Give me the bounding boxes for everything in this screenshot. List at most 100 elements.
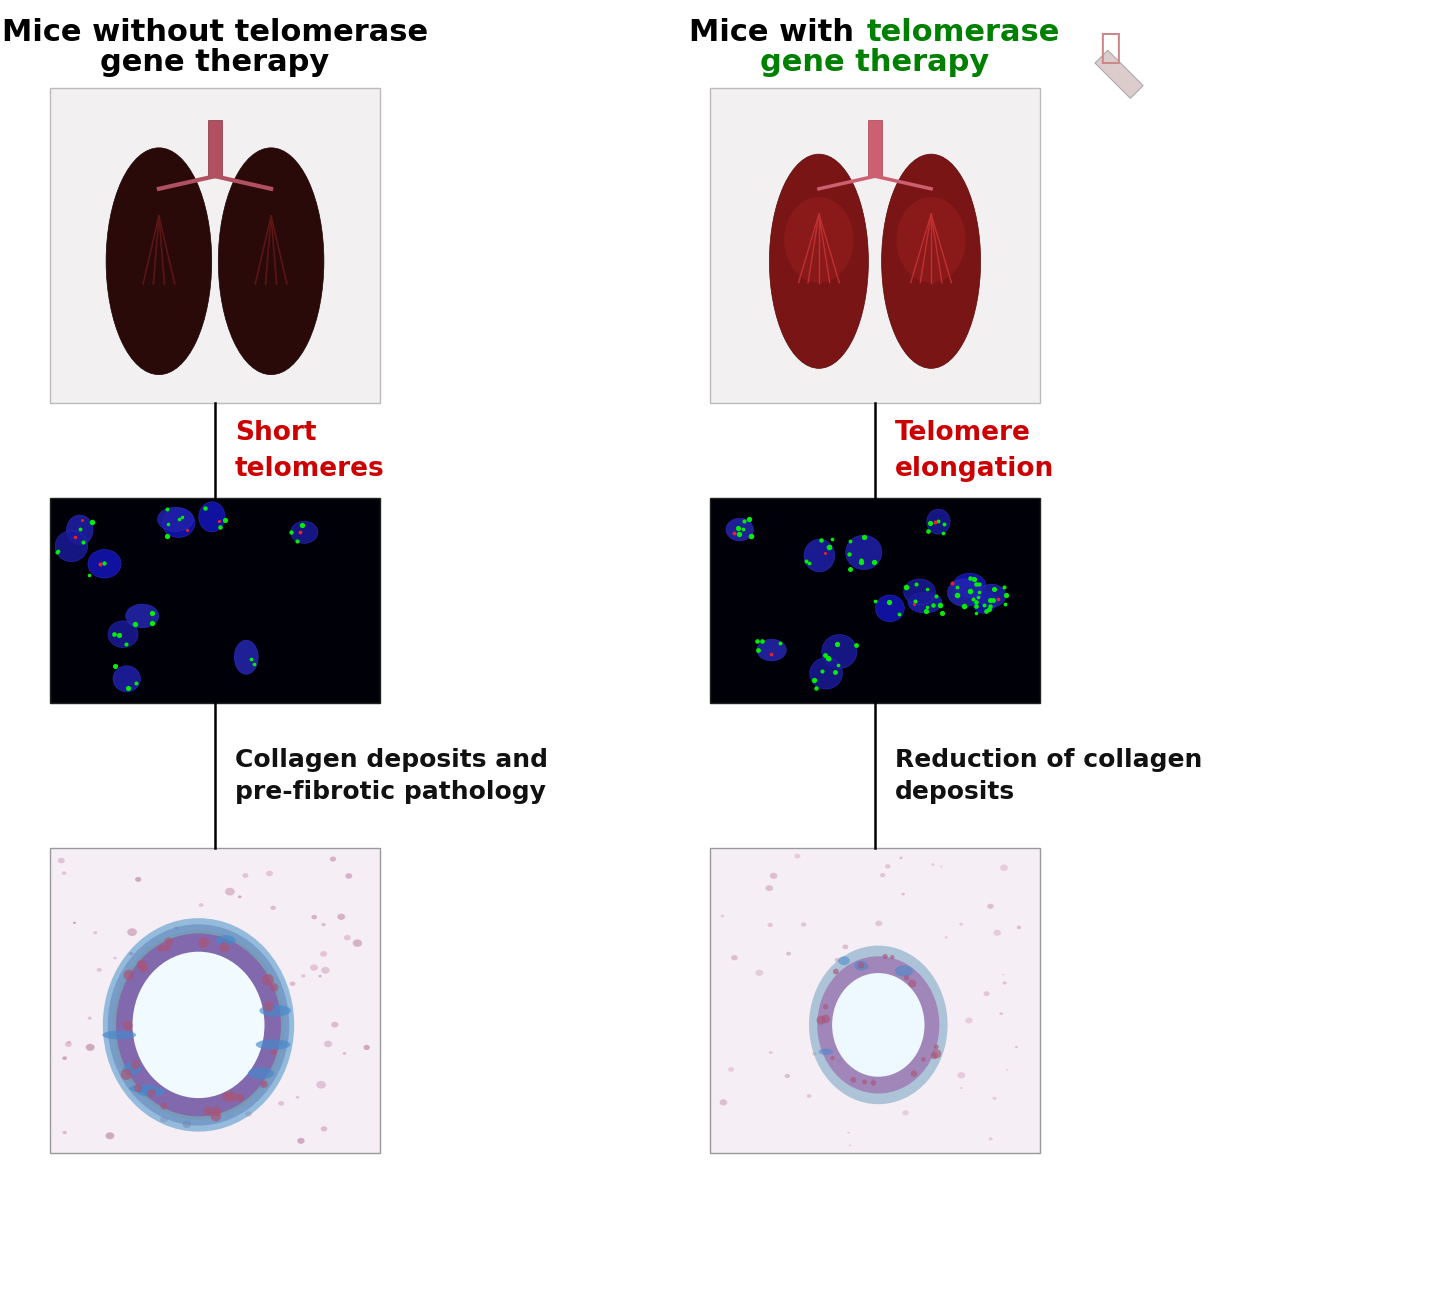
Ellipse shape xyxy=(311,915,317,919)
Ellipse shape xyxy=(785,197,854,283)
Ellipse shape xyxy=(180,958,186,962)
Ellipse shape xyxy=(108,924,289,1125)
Ellipse shape xyxy=(992,1097,996,1101)
Ellipse shape xyxy=(212,1106,222,1116)
Ellipse shape xyxy=(318,975,321,977)
Ellipse shape xyxy=(883,954,887,959)
Bar xyxy=(710,498,1040,704)
Ellipse shape xyxy=(331,1022,338,1028)
Ellipse shape xyxy=(269,983,278,992)
Ellipse shape xyxy=(163,509,194,537)
Ellipse shape xyxy=(863,1080,867,1085)
Ellipse shape xyxy=(102,1031,135,1040)
Ellipse shape xyxy=(847,1132,850,1133)
Text: Reduction of collagen: Reduction of collagen xyxy=(896,748,1202,771)
Ellipse shape xyxy=(999,1012,1004,1015)
Ellipse shape xyxy=(137,1086,166,1097)
Ellipse shape xyxy=(238,896,242,898)
Ellipse shape xyxy=(953,574,986,597)
Ellipse shape xyxy=(105,1132,114,1140)
Ellipse shape xyxy=(68,1041,71,1044)
Ellipse shape xyxy=(65,1041,72,1047)
Ellipse shape xyxy=(128,951,134,955)
Ellipse shape xyxy=(999,864,1008,871)
Ellipse shape xyxy=(880,874,886,877)
Ellipse shape xyxy=(720,1099,727,1106)
Ellipse shape xyxy=(125,604,158,628)
Ellipse shape xyxy=(245,1111,252,1116)
Ellipse shape xyxy=(1017,925,1021,929)
Ellipse shape xyxy=(1002,981,1007,984)
Ellipse shape xyxy=(107,148,212,375)
Ellipse shape xyxy=(317,1081,325,1089)
Ellipse shape xyxy=(73,922,76,924)
Ellipse shape xyxy=(989,1137,992,1141)
Bar xyxy=(50,848,380,1153)
Ellipse shape xyxy=(881,154,981,369)
Ellipse shape xyxy=(88,549,121,578)
Ellipse shape xyxy=(121,1068,132,1080)
Ellipse shape xyxy=(948,579,982,606)
Ellipse shape xyxy=(871,1080,876,1085)
Ellipse shape xyxy=(804,539,835,572)
Ellipse shape xyxy=(189,1051,196,1058)
Ellipse shape xyxy=(809,946,948,1105)
Ellipse shape xyxy=(122,1020,132,1031)
Ellipse shape xyxy=(831,1057,835,1060)
Ellipse shape xyxy=(271,906,276,910)
Ellipse shape xyxy=(330,857,336,862)
Ellipse shape xyxy=(816,1016,825,1024)
Ellipse shape xyxy=(132,951,265,1098)
Ellipse shape xyxy=(903,1110,909,1115)
Ellipse shape xyxy=(259,1005,291,1016)
Ellipse shape xyxy=(199,937,209,948)
Ellipse shape xyxy=(163,944,170,951)
Ellipse shape xyxy=(978,584,1005,607)
Ellipse shape xyxy=(88,1016,92,1020)
Ellipse shape xyxy=(909,592,942,613)
Ellipse shape xyxy=(858,962,864,968)
Ellipse shape xyxy=(114,957,117,959)
Ellipse shape xyxy=(297,1138,305,1144)
Ellipse shape xyxy=(199,903,203,907)
Ellipse shape xyxy=(137,959,147,970)
Ellipse shape xyxy=(321,967,330,974)
Ellipse shape xyxy=(157,945,164,951)
Ellipse shape xyxy=(890,955,894,959)
Ellipse shape xyxy=(130,1084,158,1093)
Ellipse shape xyxy=(321,923,325,927)
Ellipse shape xyxy=(262,974,274,985)
Ellipse shape xyxy=(935,1045,939,1050)
Ellipse shape xyxy=(266,871,274,876)
Ellipse shape xyxy=(102,918,294,1132)
Ellipse shape xyxy=(786,951,791,955)
Ellipse shape xyxy=(984,992,989,996)
Ellipse shape xyxy=(321,1127,327,1132)
Ellipse shape xyxy=(160,1116,168,1123)
Ellipse shape xyxy=(222,1092,232,1102)
Ellipse shape xyxy=(922,1057,926,1062)
Bar xyxy=(50,498,380,704)
Bar xyxy=(710,848,1040,1153)
Ellipse shape xyxy=(157,508,193,531)
Ellipse shape xyxy=(770,872,778,879)
Ellipse shape xyxy=(835,958,840,962)
Ellipse shape xyxy=(235,640,258,674)
Ellipse shape xyxy=(216,935,236,945)
Ellipse shape xyxy=(864,964,870,970)
Ellipse shape xyxy=(932,863,935,866)
Ellipse shape xyxy=(210,1111,220,1121)
Ellipse shape xyxy=(1015,1046,1018,1049)
Ellipse shape xyxy=(901,893,904,896)
Ellipse shape xyxy=(124,970,134,980)
Ellipse shape xyxy=(140,963,148,972)
Ellipse shape xyxy=(965,1018,973,1023)
Ellipse shape xyxy=(945,936,948,938)
Ellipse shape xyxy=(248,1067,274,1079)
Ellipse shape xyxy=(854,961,868,971)
Ellipse shape xyxy=(732,955,737,961)
Ellipse shape xyxy=(959,923,963,925)
Ellipse shape xyxy=(821,1015,829,1023)
Ellipse shape xyxy=(876,594,904,622)
Ellipse shape xyxy=(289,981,295,986)
